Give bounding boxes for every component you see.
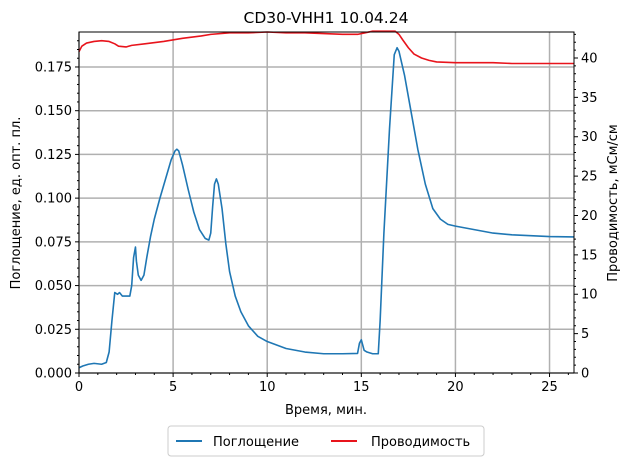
y-right-tick-label: 15 [581,248,598,263]
x-axis-label: Время, мин. [285,403,367,418]
series-conductivity-line [78,30,574,65]
chart-title: CD30-VHH1 10.04.24 [244,9,409,27]
legend-label-conductivity: Проводимость [371,435,470,450]
legend-box [167,425,485,457]
legend: Поглощение Проводимость [167,425,485,457]
y-left-tick-label: 0.075 [35,235,72,250]
y-left-axis: 0.000 0.025 0.050 0.075 0.100 0.125 0.150 0.175 [35,40,79,382]
y-right-tick-label: 0 [581,367,589,382]
x-tick-label: 10 [259,380,276,395]
y-right-tick-label: 10 [581,288,598,303]
y-left-tick-label: 0.000 [35,367,72,382]
y-right-tick-label: 30 [581,130,598,145]
y-right-axis: 0 5 10 15 20 25 30 35 40 [574,33,598,382]
y-left-tick-label: 0.050 [35,279,72,294]
y-left-axis-label: Поглощение, ед. опт. пл. [9,117,24,290]
y-right-tick-label: 5 [581,327,589,342]
y-left-tick-label: 0.175 [35,60,72,75]
x-axis: 0 5 10 15 20 25 [75,373,569,395]
y-right-tick-label: 20 [581,209,598,224]
x-tick-label: 0 [75,380,83,395]
y-right-tick-label: 25 [581,170,598,185]
x-tick-label: 25 [541,380,558,395]
y-right-axis-label: Проводимость, мСм/см [606,124,621,281]
legend-label-absorbance: Поглощение [213,435,299,450]
x-tick-label: 15 [353,380,370,395]
y-left-tick-label: 0.100 [35,192,72,207]
x-tick-label: 5 [169,380,177,395]
grid [78,32,574,374]
y-right-tick-label: 40 [581,51,598,66]
series-layer [78,30,575,369]
plot-frame [78,31,575,374]
y-left-tick-label: 0.150 [35,104,72,119]
y-left-tick-label: 0.125 [35,148,72,163]
series-absorbance-line [78,46,575,369]
y-left-tick-label: 0.025 [35,323,72,338]
y-right-tick-label: 35 [581,91,598,106]
x-tick-label: 20 [447,380,464,395]
